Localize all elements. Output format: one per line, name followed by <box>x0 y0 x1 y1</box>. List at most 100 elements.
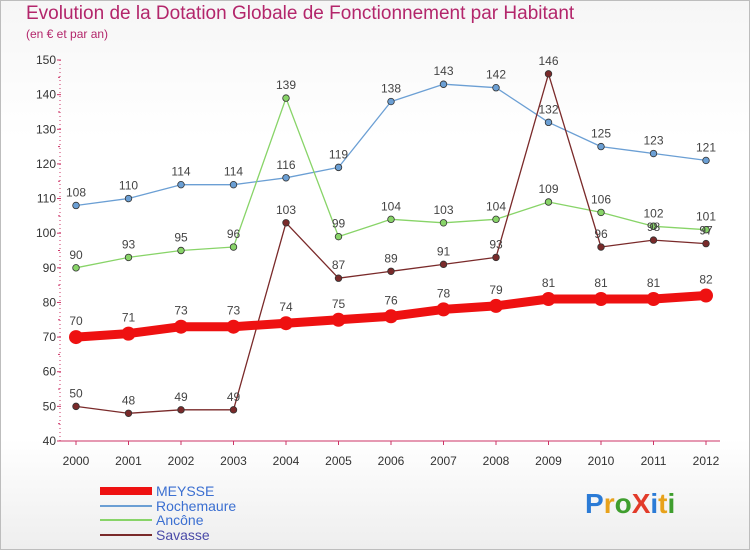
data-point <box>177 406 185 414</box>
data-label: 49 <box>227 390 241 404</box>
data-point <box>279 316 293 331</box>
legend-swatch <box>100 487 152 495</box>
x-tick-label: 2007 <box>430 454 457 468</box>
y-tick-label: 140 <box>36 88 56 102</box>
data-label: 79 <box>489 283 503 297</box>
data-point <box>439 260 448 269</box>
series-anc-ne <box>72 94 710 272</box>
data-label: 73 <box>174 304 188 318</box>
data-label: 102 <box>643 206 663 220</box>
data-label: 70 <box>69 314 83 328</box>
y-tick-label: 60 <box>43 365 57 379</box>
data-label: 104 <box>381 199 401 213</box>
data-label: 108 <box>66 185 86 199</box>
legend-swatch <box>100 504 152 507</box>
data-point <box>594 291 608 306</box>
data-point <box>649 236 658 244</box>
data-point <box>702 239 710 248</box>
x-tick-label: 2003 <box>220 454 247 468</box>
y-tick-label: 130 <box>36 122 56 136</box>
y-tick-label: 50 <box>43 399 57 413</box>
data-point <box>282 94 290 102</box>
x-tick-label: 2012 <box>693 454 720 468</box>
data-point <box>72 402 80 411</box>
data-point <box>384 309 398 324</box>
logo-letter: t <box>658 488 668 519</box>
data-label: 132 <box>538 102 558 116</box>
series-savasse <box>72 70 710 417</box>
data-label: 50 <box>69 386 83 400</box>
x-tick-label: 2002 <box>168 454 195 468</box>
data-label: 110 <box>119 179 138 193</box>
data-point <box>492 215 500 224</box>
logo-letter: o <box>614 488 632 519</box>
data-point <box>334 163 343 172</box>
x-tick-label: 2001 <box>115 454 142 468</box>
data-label: 71 <box>122 311 136 325</box>
y-tick-label: 110 <box>37 192 56 206</box>
data-point <box>544 198 553 206</box>
y-tick-label: 150 <box>36 53 56 67</box>
data-label: 76 <box>384 293 398 307</box>
data-point <box>229 406 238 414</box>
series-line-savasse <box>75 73 707 414</box>
series-line-anc-ne <box>75 97 707 269</box>
data-label: 49 <box>174 390 188 404</box>
data-label: 103 <box>276 203 296 217</box>
data-point <box>544 118 553 127</box>
data-label: 123 <box>643 134 663 148</box>
data-point <box>597 208 605 217</box>
series-layer <box>69 70 713 417</box>
series-rochemaure <box>72 80 710 210</box>
data-point <box>492 253 500 262</box>
logo-letter: i <box>667 488 676 519</box>
data-label: 75 <box>332 297 346 311</box>
data-label: 103 <box>433 203 453 217</box>
data-label: 114 <box>171 165 190 179</box>
data-point <box>541 291 556 306</box>
data-point <box>282 219 290 227</box>
data-point <box>597 142 605 151</box>
logo-letter: X <box>631 488 651 519</box>
data-label: 116 <box>276 158 295 172</box>
data-point <box>124 253 133 262</box>
data-point <box>229 243 238 251</box>
data-point <box>72 201 80 210</box>
data-label: 143 <box>433 64 453 78</box>
proxiti-logo: ProXiti <box>585 488 675 520</box>
data-label: 93 <box>489 237 503 251</box>
data-point <box>436 302 451 317</box>
data-label: 81 <box>594 276 608 290</box>
data-point <box>282 174 290 182</box>
data-point <box>597 243 605 251</box>
y-tick-label: 120 <box>36 157 56 171</box>
data-label: 142 <box>486 68 506 82</box>
data-point <box>334 274 343 282</box>
data-label: 78 <box>437 286 451 300</box>
x-tick-label: 2011 <box>641 454 667 468</box>
data-label: 138 <box>381 82 401 96</box>
data-point <box>387 267 395 275</box>
data-point <box>124 409 133 417</box>
data-label: 93 <box>122 237 136 251</box>
data-label: 89 <box>384 251 398 265</box>
data-point <box>699 288 713 303</box>
x-tick-label: 2004 <box>273 454 300 468</box>
data-point <box>226 319 241 334</box>
data-point <box>72 264 80 272</box>
data-label: 106 <box>591 192 611 206</box>
y-tick-label: 40 <box>43 434 57 448</box>
data-label: 109 <box>538 182 558 196</box>
data-label: 104 <box>486 199 506 213</box>
data-point <box>387 97 395 106</box>
data-label: 114 <box>224 165 243 179</box>
data-point <box>492 84 500 92</box>
data-point <box>439 80 448 88</box>
data-point <box>121 326 136 341</box>
data-point <box>702 226 710 234</box>
data-label: 101 <box>696 210 716 224</box>
y-tick-label: 90 <box>43 261 57 275</box>
data-point <box>489 298 503 313</box>
data-point <box>229 180 238 189</box>
